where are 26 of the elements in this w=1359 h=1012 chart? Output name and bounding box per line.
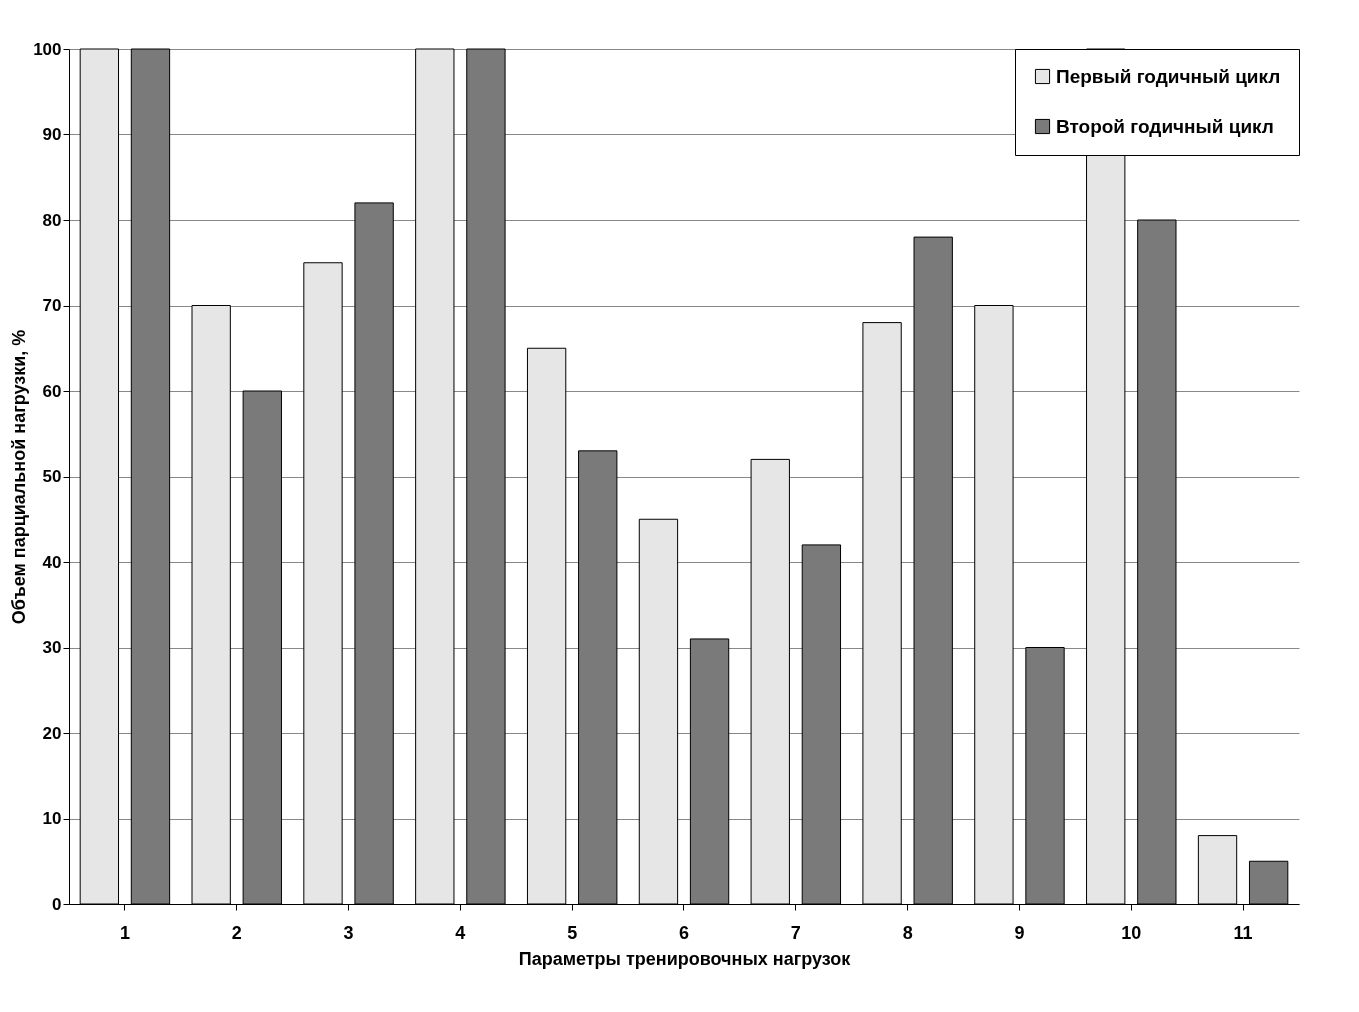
y-tick-label: 100 <box>33 39 62 59</box>
y-tick-label: 80 <box>42 210 62 230</box>
x-tick-label: 11 <box>1233 922 1253 943</box>
y-axis-title: Объем парциальной нагрузки, % <box>9 329 30 625</box>
x-tick-label: 8 <box>902 922 913 943</box>
x-tick-label: 7 <box>790 922 801 943</box>
y-tick-label: 0 <box>52 894 62 914</box>
y-tick-label: 70 <box>42 296 62 315</box>
x-tick-label: 9 <box>1014 922 1025 943</box>
x-tick-label: 4 <box>455 922 466 943</box>
y-tick-label: 30 <box>42 638 62 657</box>
x-tick-label: 10 <box>1121 922 1142 943</box>
x-tick-label: 6 <box>678 922 690 943</box>
x-tick-label: 2 <box>231 922 242 943</box>
x-tick-label: 1 <box>119 922 130 943</box>
y-tick-label: 10 <box>42 809 62 828</box>
x-tick-label: 5 <box>567 922 578 943</box>
y-tick-label: 60 <box>42 381 62 401</box>
x-axis-title: Параметры тренировочных нагрузок <box>518 948 852 969</box>
y-tick-label: 20 <box>42 723 62 743</box>
legend-label: Второй годичный цикл <box>1056 115 1274 137</box>
y-tick-label: 90 <box>42 125 62 144</box>
y-tick-label: 40 <box>42 552 62 572</box>
x-tick-label: 3 <box>343 922 354 943</box>
y-tick-label: 50 <box>42 467 62 486</box>
legend-label: Первый годичный цикл <box>1056 65 1281 87</box>
